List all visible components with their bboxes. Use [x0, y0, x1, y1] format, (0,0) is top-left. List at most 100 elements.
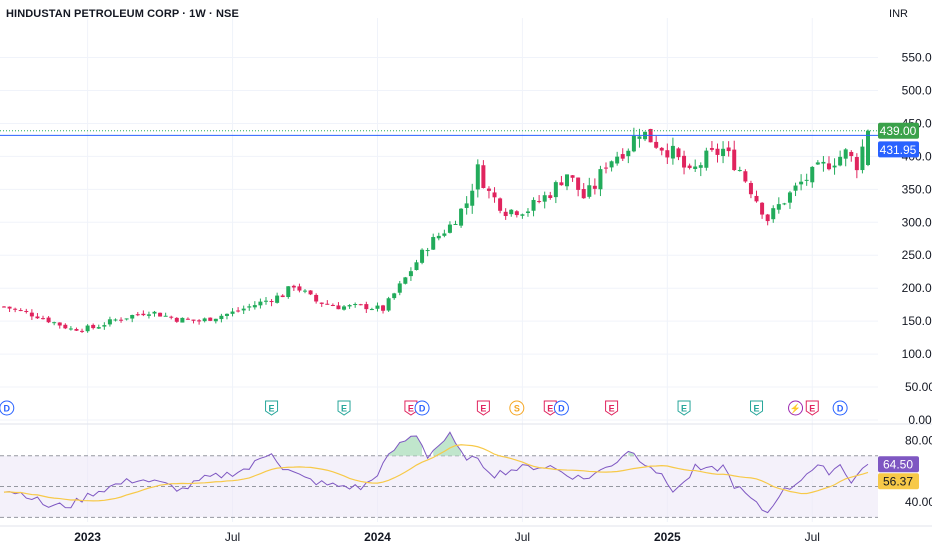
candle-body — [386, 298, 391, 311]
candle-body — [330, 304, 335, 306]
event-marker-label: E — [341, 404, 347, 414]
candle-body — [113, 319, 118, 321]
candle-body — [592, 185, 597, 189]
candle-body — [124, 318, 129, 320]
event-marker[interactable]: D — [0, 400, 15, 416]
candle-body — [464, 203, 469, 208]
candle-body — [514, 211, 519, 216]
event-marker-label: E — [809, 404, 815, 414]
candle-body — [252, 305, 257, 308]
event-marker[interactable]: ⚡ — [788, 400, 804, 416]
candle-body — [737, 170, 742, 172]
earnings-icon — [605, 400, 619, 416]
price-axis-tick-label: 300.00 — [902, 215, 932, 229]
candle-body — [604, 167, 609, 169]
candle-body — [793, 185, 798, 191]
event-marker[interactable]: D — [553, 400, 569, 416]
last-price-badge: 439.00 — [878, 122, 919, 139]
price-axis-tick-label: 50.00 — [905, 380, 932, 394]
candle-body — [860, 146, 865, 171]
event-marker-label: D — [419, 404, 426, 414]
event-marker[interactable]: D — [832, 400, 848, 416]
earnings-icon — [265, 400, 279, 416]
candle-body — [486, 188, 491, 191]
event-marker[interactable]: E — [805, 400, 819, 416]
candle-body — [615, 156, 620, 164]
event-marker-label: E — [547, 404, 553, 414]
candle-body — [682, 155, 687, 168]
candle-body — [219, 315, 224, 320]
candle-body — [654, 141, 659, 148]
price-axis-tick-label: 200.00 — [902, 281, 932, 295]
candle-body — [726, 147, 731, 152]
lightning-icon — [788, 400, 804, 416]
candle-body — [732, 149, 737, 171]
candle-body — [436, 235, 441, 239]
earnings-icon — [337, 400, 351, 416]
candle-body — [314, 294, 319, 302]
event-marker[interactable]: E — [404, 400, 418, 416]
candle-body — [715, 148, 720, 155]
candle-body — [13, 308, 18, 310]
candle-body — [152, 311, 157, 314]
candle-body — [498, 198, 503, 211]
candle-body — [687, 165, 692, 168]
price-axis-tick-label: 0.00 — [908, 413, 932, 427]
time-axis-tick-label: Jul — [225, 530, 240, 544]
candle-body — [24, 310, 29, 312]
candle-body — [843, 149, 848, 159]
event-marker[interactable]: E — [337, 400, 351, 416]
candle-body — [637, 136, 642, 139]
candle-body — [431, 237, 436, 250]
rsi-overbought-fill — [433, 432, 462, 456]
price-axis-tick-label: 550.00 — [902, 51, 932, 65]
rsi-line[interactable] — [3, 431, 869, 514]
event-marker-label: ⚡ — [790, 403, 801, 415]
candle-body — [2, 306, 6, 308]
candle-body — [18, 310, 23, 312]
candle-body — [676, 148, 681, 158]
candle-body — [247, 306, 252, 308]
candle-body — [665, 150, 670, 158]
dividend-icon — [414, 400, 430, 416]
event-marker[interactable]: D — [414, 400, 430, 416]
candle-body — [7, 306, 12, 309]
candle-body — [453, 223, 458, 225]
rsi-axis-tick-label: 80.00 — [905, 433, 932, 447]
candle-body — [609, 161, 614, 168]
time-axis-tick-label: 2024 — [364, 530, 391, 544]
candle-body — [771, 208, 776, 220]
event-marker[interactable]: E — [605, 400, 619, 416]
candle-body — [169, 316, 174, 318]
candle-body — [397, 283, 402, 293]
candle-body — [163, 315, 168, 317]
candle-body — [364, 304, 369, 310]
candle-body — [481, 165, 486, 188]
candle-body — [743, 171, 748, 182]
price-axis-tick-label: 500.00 — [902, 83, 932, 97]
candle-body — [286, 286, 291, 298]
candle-body — [693, 166, 698, 169]
candle-body — [492, 192, 497, 198]
earnings-icon — [543, 400, 557, 416]
earnings-icon — [805, 400, 819, 416]
dividend-icon — [832, 400, 848, 416]
candle-body — [297, 286, 302, 291]
event-marker[interactable]: E — [677, 400, 691, 416]
rsi-ma-line[interactable] — [3, 444, 869, 502]
candle-body — [815, 162, 820, 165]
candle-body — [810, 166, 815, 183]
candle-body — [263, 300, 268, 302]
event-marker[interactable]: E — [750, 400, 764, 416]
event-marker[interactable]: E — [476, 400, 490, 416]
event-marker[interactable]: E — [543, 400, 557, 416]
candle-body — [570, 175, 575, 178]
candle-body — [826, 163, 831, 170]
candle-body — [35, 316, 40, 319]
event-marker[interactable]: E — [265, 400, 279, 416]
event-marker[interactable]: S — [509, 400, 525, 416]
dividend-icon — [553, 400, 569, 416]
event-marker-label: E — [480, 404, 486, 414]
earnings-icon — [476, 400, 490, 416]
